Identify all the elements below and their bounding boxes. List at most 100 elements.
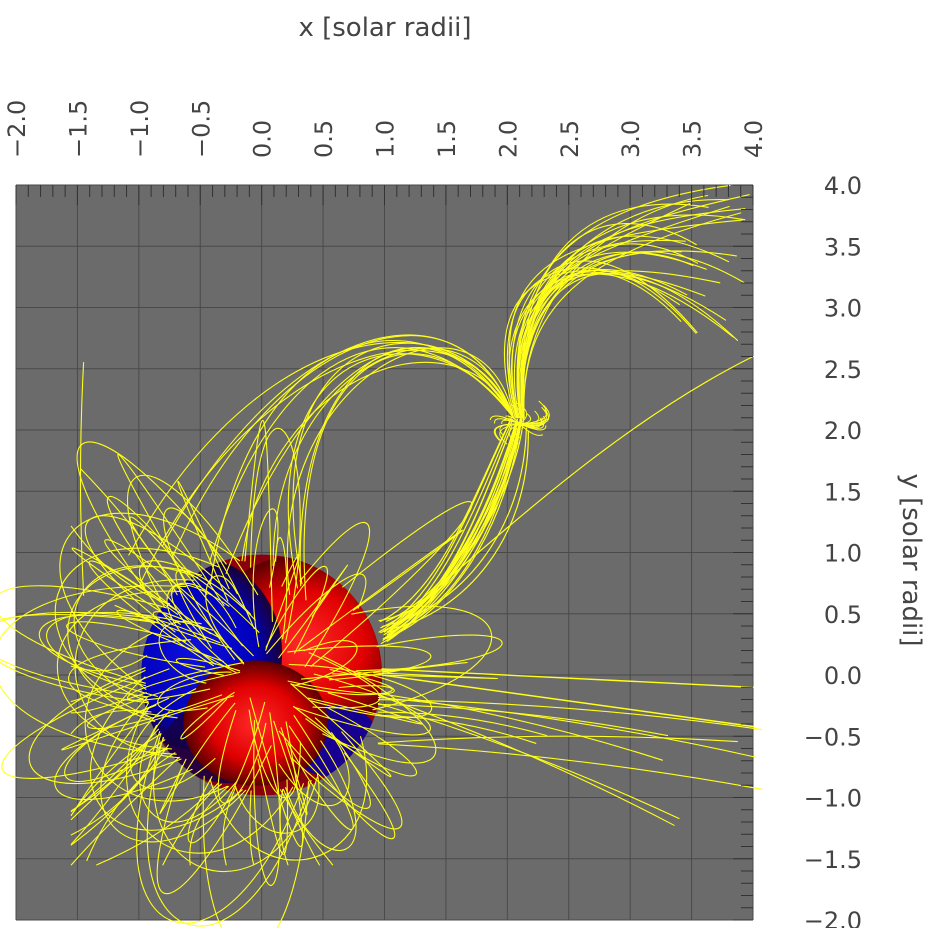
field-line	[0, 585, 167, 684]
field-line	[89, 676, 243, 831]
field-line	[377, 694, 675, 826]
field-line	[288, 725, 396, 840]
field-line	[157, 671, 232, 712]
field-line	[70, 756, 180, 866]
field-line	[129, 688, 216, 790]
field-line	[499, 423, 521, 445]
field-line	[126, 702, 294, 854]
field-line	[381, 674, 754, 728]
field-line	[385, 417, 522, 622]
field-line	[287, 645, 432, 681]
field-line	[80, 468, 178, 596]
field-line	[521, 243, 699, 419]
field-line	[521, 235, 730, 419]
field-line	[189, 785, 229, 866]
field-line	[291, 731, 403, 830]
field-line	[386, 426, 513, 642]
field-line	[299, 521, 371, 668]
field-line	[158, 621, 207, 684]
field-line	[278, 564, 348, 659]
x-tick-label: −0.5	[187, 100, 215, 158]
field-line	[265, 565, 328, 654]
field-line	[298, 529, 464, 651]
x-tick-labels: −2.0 −1.5 −1.0 −0.5 0.0 0.5 1.0 1.5 2.0 2.5 3.0 3.5…	[3, 100, 768, 158]
field-line	[252, 508, 279, 648]
field-line	[106, 495, 208, 641]
field-line	[249, 697, 304, 847]
field-line	[519, 250, 737, 419]
field-line	[161, 334, 515, 548]
x-tick-label: 4.0	[740, 120, 768, 158]
y-tick-label: −0.5	[804, 723, 862, 751]
field-line	[511, 260, 698, 419]
field-line	[0, 612, 160, 704]
field-line	[279, 789, 334, 866]
field-line	[114, 604, 233, 649]
x-tick-label: 0.0	[249, 120, 277, 158]
x-axis-title: x [solar radii]	[298, 13, 471, 43]
field-line	[504, 269, 706, 419]
field-line	[70, 724, 158, 845]
field-line	[70, 744, 169, 846]
field-line	[519, 423, 547, 431]
field-line	[381, 668, 754, 688]
field-line	[301, 661, 468, 680]
x-tick-label: −2.0	[3, 100, 31, 158]
field-line	[504, 417, 521, 425]
field-line	[163, 507, 255, 661]
field-line	[377, 699, 762, 730]
y-tick-label: 2.5	[824, 356, 862, 384]
field-line	[225, 347, 515, 575]
field-line	[377, 743, 763, 790]
field-line	[222, 787, 236, 866]
field-line	[279, 788, 289, 866]
field-line	[71, 547, 211, 635]
field-line	[287, 668, 395, 695]
y-tick-label: 3.0	[824, 295, 862, 323]
field-line	[508, 273, 734, 419]
field-line	[86, 671, 241, 730]
field-line	[104, 539, 254, 657]
field-line	[187, 701, 266, 844]
field-line	[377, 692, 663, 761]
field-line	[70, 669, 146, 702]
field-line	[307, 692, 423, 725]
field-line	[146, 736, 312, 927]
field-line	[272, 347, 515, 567]
field-line	[202, 775, 310, 928]
field-line	[244, 419, 273, 623]
x-tick-label: 3.5	[679, 120, 707, 158]
field-line	[70, 655, 148, 672]
field-line	[494, 423, 521, 441]
y-tick-label: 3.5	[824, 233, 862, 261]
field-line	[308, 652, 381, 709]
field-line	[516, 270, 721, 419]
field-line	[70, 692, 147, 714]
y-tick-label: 0.0	[824, 662, 862, 690]
y-tick-label: −2.0	[804, 907, 862, 928]
field-line	[205, 575, 244, 662]
x-tick-label: 2.5	[556, 120, 584, 158]
field-line	[86, 752, 176, 862]
field-line	[384, 422, 517, 631]
field-line	[217, 710, 267, 804]
field-line	[523, 212, 742, 419]
y-tick-label: −1.0	[804, 785, 862, 813]
field-line	[70, 733, 162, 816]
field-line	[377, 703, 669, 737]
field-line	[332, 672, 498, 680]
x-tick-label: 3.0	[617, 120, 645, 158]
field-line	[129, 516, 245, 665]
y-tick-label: 4.0	[824, 172, 862, 200]
x-tick-label: 2.0	[494, 120, 522, 158]
field-line	[377, 711, 548, 737]
field-line	[54, 547, 219, 720]
field-line	[46, 611, 214, 697]
field-line	[152, 611, 237, 674]
field-line	[59, 512, 241, 690]
field-line	[70, 739, 166, 821]
field-line	[61, 695, 235, 751]
field-line	[241, 361, 515, 562]
field-line	[56, 590, 182, 750]
